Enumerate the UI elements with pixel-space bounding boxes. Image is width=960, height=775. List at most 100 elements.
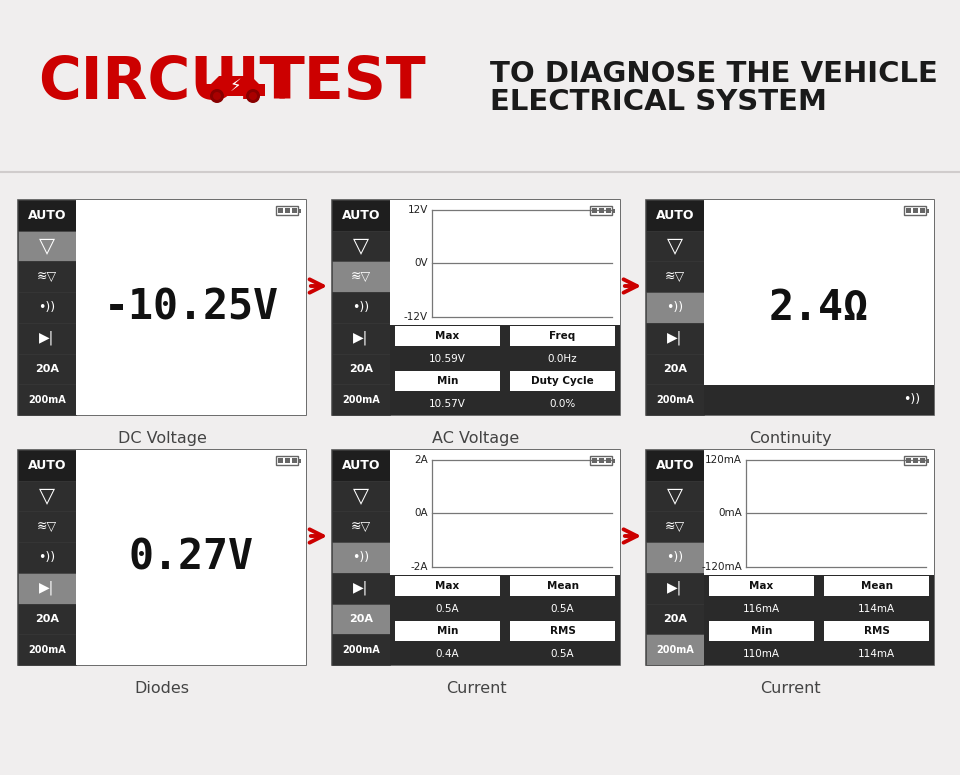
Bar [646,573,704,604]
Bar [395,576,500,596]
Text: Min: Min [437,376,458,386]
Text: ≋▽: ≋▽ [351,520,372,533]
Bar [395,622,500,641]
Bar [18,353,76,384]
Bar [292,458,297,463]
Bar [904,456,926,465]
Bar [904,206,926,215]
Bar [704,575,934,665]
Text: -120mA: -120mA [701,562,742,572]
Bar [18,450,306,665]
Bar [920,208,925,213]
Text: ▽: ▽ [353,486,369,506]
Bar [906,458,911,463]
Bar [18,200,306,415]
Text: Max: Max [436,331,460,341]
Bar [926,459,929,463]
Bar [824,576,929,596]
Bar [298,459,301,463]
Bar [704,450,934,575]
Text: ELECTRICAL SYSTEM: ELECTRICAL SYSTEM [490,88,827,116]
Bar [646,292,704,323]
Text: 0.0%: 0.0% [549,398,576,408]
Bar [18,450,76,480]
Text: AC Voltage: AC Voltage [432,431,519,446]
Text: RMS: RMS [549,626,575,636]
Bar [704,200,934,415]
Bar [18,512,76,542]
Text: 0.27V: 0.27V [129,536,253,578]
Circle shape [246,89,260,103]
Bar [824,622,929,641]
Text: 200mA: 200mA [28,645,66,655]
Text: ≋▽: ≋▽ [351,270,372,284]
Text: Duty Cycle: Duty Cycle [531,376,594,386]
Bar [395,371,500,391]
Text: 2A: 2A [415,455,428,465]
Circle shape [249,92,257,100]
Bar [913,458,918,463]
Bar [646,604,704,634]
Text: 0A: 0A [415,508,428,518]
Bar [709,576,814,596]
Bar [18,200,76,231]
Text: 0.0Hz: 0.0Hz [548,353,577,363]
Bar [590,206,612,215]
Bar [332,231,390,261]
Text: Diodes: Diodes [134,681,189,696]
Bar [332,450,390,480]
Text: 20A: 20A [663,614,687,624]
Bar [646,450,704,480]
Text: 20A: 20A [349,364,373,374]
Text: ▽: ▽ [39,236,55,256]
Text: ▶|: ▶| [353,331,369,346]
Text: AUTO: AUTO [656,208,694,222]
Text: 114mA: 114mA [858,604,895,614]
Bar [332,450,620,665]
Text: 110mA: 110mA [743,649,780,659]
Text: DC Voltage: DC Voltage [117,431,206,446]
Text: •)): •)) [38,301,56,314]
Bar [612,208,615,212]
Bar [709,622,814,641]
Bar [18,384,76,415]
Bar [920,458,925,463]
Bar [332,604,390,634]
Bar [646,200,934,415]
Bar [276,206,298,215]
Bar [510,326,615,346]
Bar [298,208,301,212]
Bar [390,200,620,325]
Text: -12V: -12V [404,312,428,322]
Bar [18,231,76,261]
Text: CIRCUIT: CIRCUIT [38,53,300,111]
Bar [0,0,960,172]
Text: Current: Current [759,681,820,696]
Bar [18,634,76,665]
Bar [590,456,612,465]
Bar [606,208,611,213]
Bar [292,208,297,213]
Text: •)): •)) [902,394,920,406]
Text: TEST: TEST [265,53,427,111]
Bar [18,292,76,323]
Text: 114mA: 114mA [858,649,895,659]
Text: AUTO: AUTO [28,459,66,472]
Text: ▽: ▽ [353,236,369,256]
Text: Current: Current [445,681,506,696]
Text: ▽: ▽ [39,486,55,506]
Text: -10.25V: -10.25V [104,287,278,329]
Bar [18,323,76,353]
Text: 2.4Ω: 2.4Ω [769,287,869,329]
Polygon shape [205,84,265,96]
Text: 10.57V: 10.57V [429,398,466,408]
Bar [332,573,390,604]
Text: 200mA: 200mA [656,645,694,655]
Polygon shape [211,76,259,84]
Text: 200mA: 200mA [342,394,380,405]
Bar [18,604,76,634]
Text: Mean: Mean [546,581,579,591]
Circle shape [213,92,221,100]
Text: ▶|: ▶| [353,581,369,595]
Text: ≋▽: ≋▽ [665,270,685,284]
